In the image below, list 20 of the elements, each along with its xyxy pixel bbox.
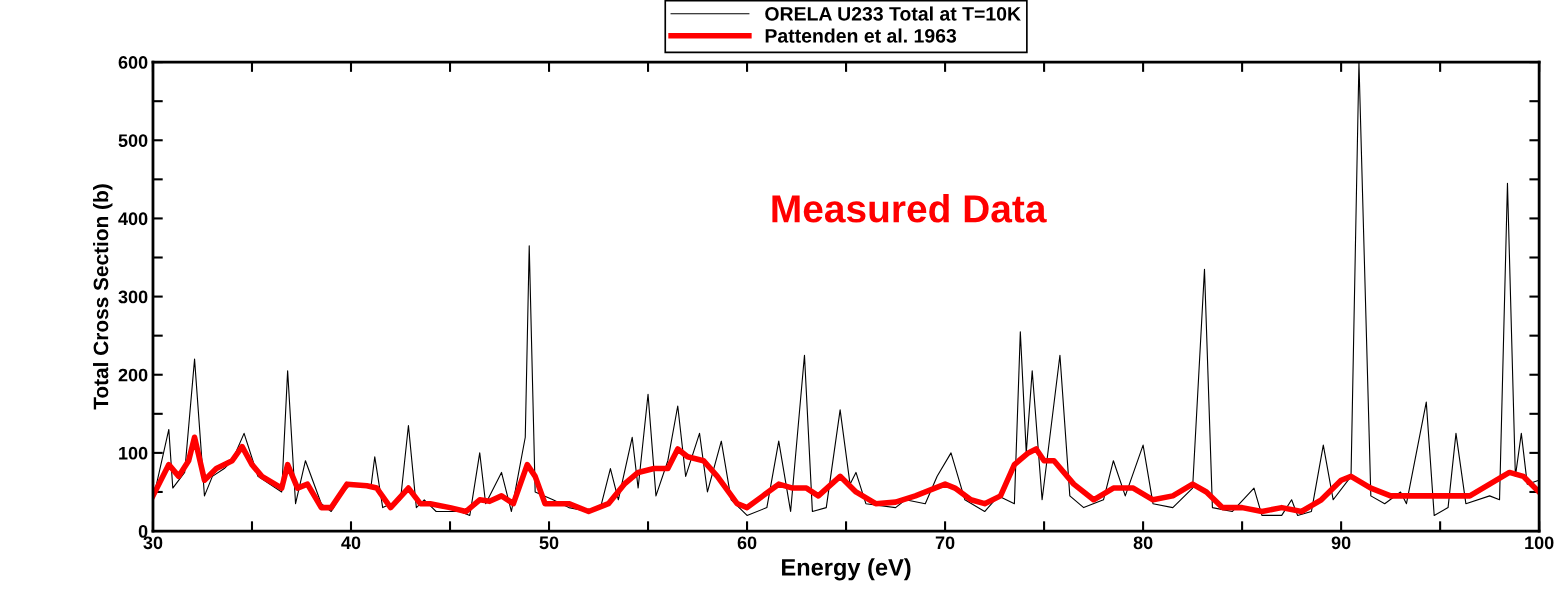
x-tick-label: 80 — [1133, 536, 1153, 550]
x-tick-label: 90 — [1331, 536, 1351, 550]
x-tick-label: 50 — [539, 536, 559, 550]
x-axis-title: Energy (eV) — [782, 558, 911, 581]
x-tick-label: 60 — [737, 536, 757, 550]
legend-label: Pattenden et al. 1963 — [765, 28, 957, 43]
x-tick-label: 70 — [935, 536, 955, 550]
legend-label: ORELA U233 Total at T=10K — [765, 6, 1021, 21]
y-tick-label: 300 — [118, 290, 148, 304]
y-tick-label: 600 — [118, 56, 148, 69]
y-tick-label: 200 — [118, 368, 148, 382]
y-tick-label: 100 — [119, 446, 148, 460]
x-tick-label: 40 — [341, 536, 361, 550]
y-axis-title: Total Cross Section (b) — [93, 184, 113, 410]
y-tick-label: 400 — [118, 212, 148, 226]
x-tick-label: 30 — [143, 536, 163, 550]
x-tick-label: 100 — [1525, 536, 1554, 550]
y-tick-label: 0 — [138, 524, 148, 538]
annotation: Measured Data — [772, 194, 1047, 223]
y-tick-label: 500 — [118, 134, 148, 147]
